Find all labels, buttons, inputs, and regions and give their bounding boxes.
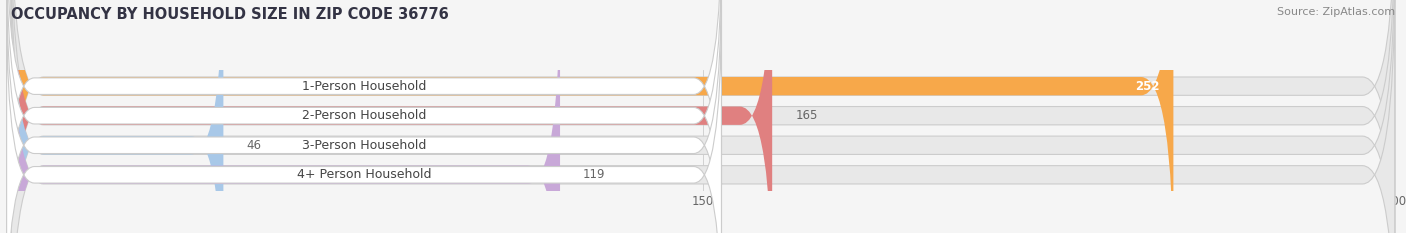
Text: 165: 165 [796, 109, 818, 122]
Text: 252: 252 [1135, 80, 1160, 93]
FancyBboxPatch shape [11, 0, 1395, 233]
FancyBboxPatch shape [7, 6, 721, 233]
Text: 46: 46 [246, 139, 262, 152]
FancyBboxPatch shape [7, 0, 721, 233]
FancyBboxPatch shape [7, 0, 721, 233]
FancyBboxPatch shape [11, 0, 772, 233]
FancyBboxPatch shape [11, 0, 1395, 233]
FancyBboxPatch shape [11, 0, 560, 233]
FancyBboxPatch shape [11, 0, 1395, 233]
FancyBboxPatch shape [11, 0, 224, 233]
Text: 4+ Person Household: 4+ Person Household [297, 168, 432, 181]
Text: 1-Person Household: 1-Person Household [302, 80, 426, 93]
Text: OCCUPANCY BY HOUSEHOLD SIZE IN ZIP CODE 36776: OCCUPANCY BY HOUSEHOLD SIZE IN ZIP CODE … [11, 7, 449, 22]
Text: 119: 119 [583, 168, 606, 181]
Text: Source: ZipAtlas.com: Source: ZipAtlas.com [1277, 7, 1395, 17]
FancyBboxPatch shape [7, 0, 721, 233]
Text: 3-Person Household: 3-Person Household [302, 139, 426, 152]
FancyBboxPatch shape [11, 0, 1174, 233]
Text: 2-Person Household: 2-Person Household [302, 109, 426, 122]
FancyBboxPatch shape [11, 0, 1395, 233]
